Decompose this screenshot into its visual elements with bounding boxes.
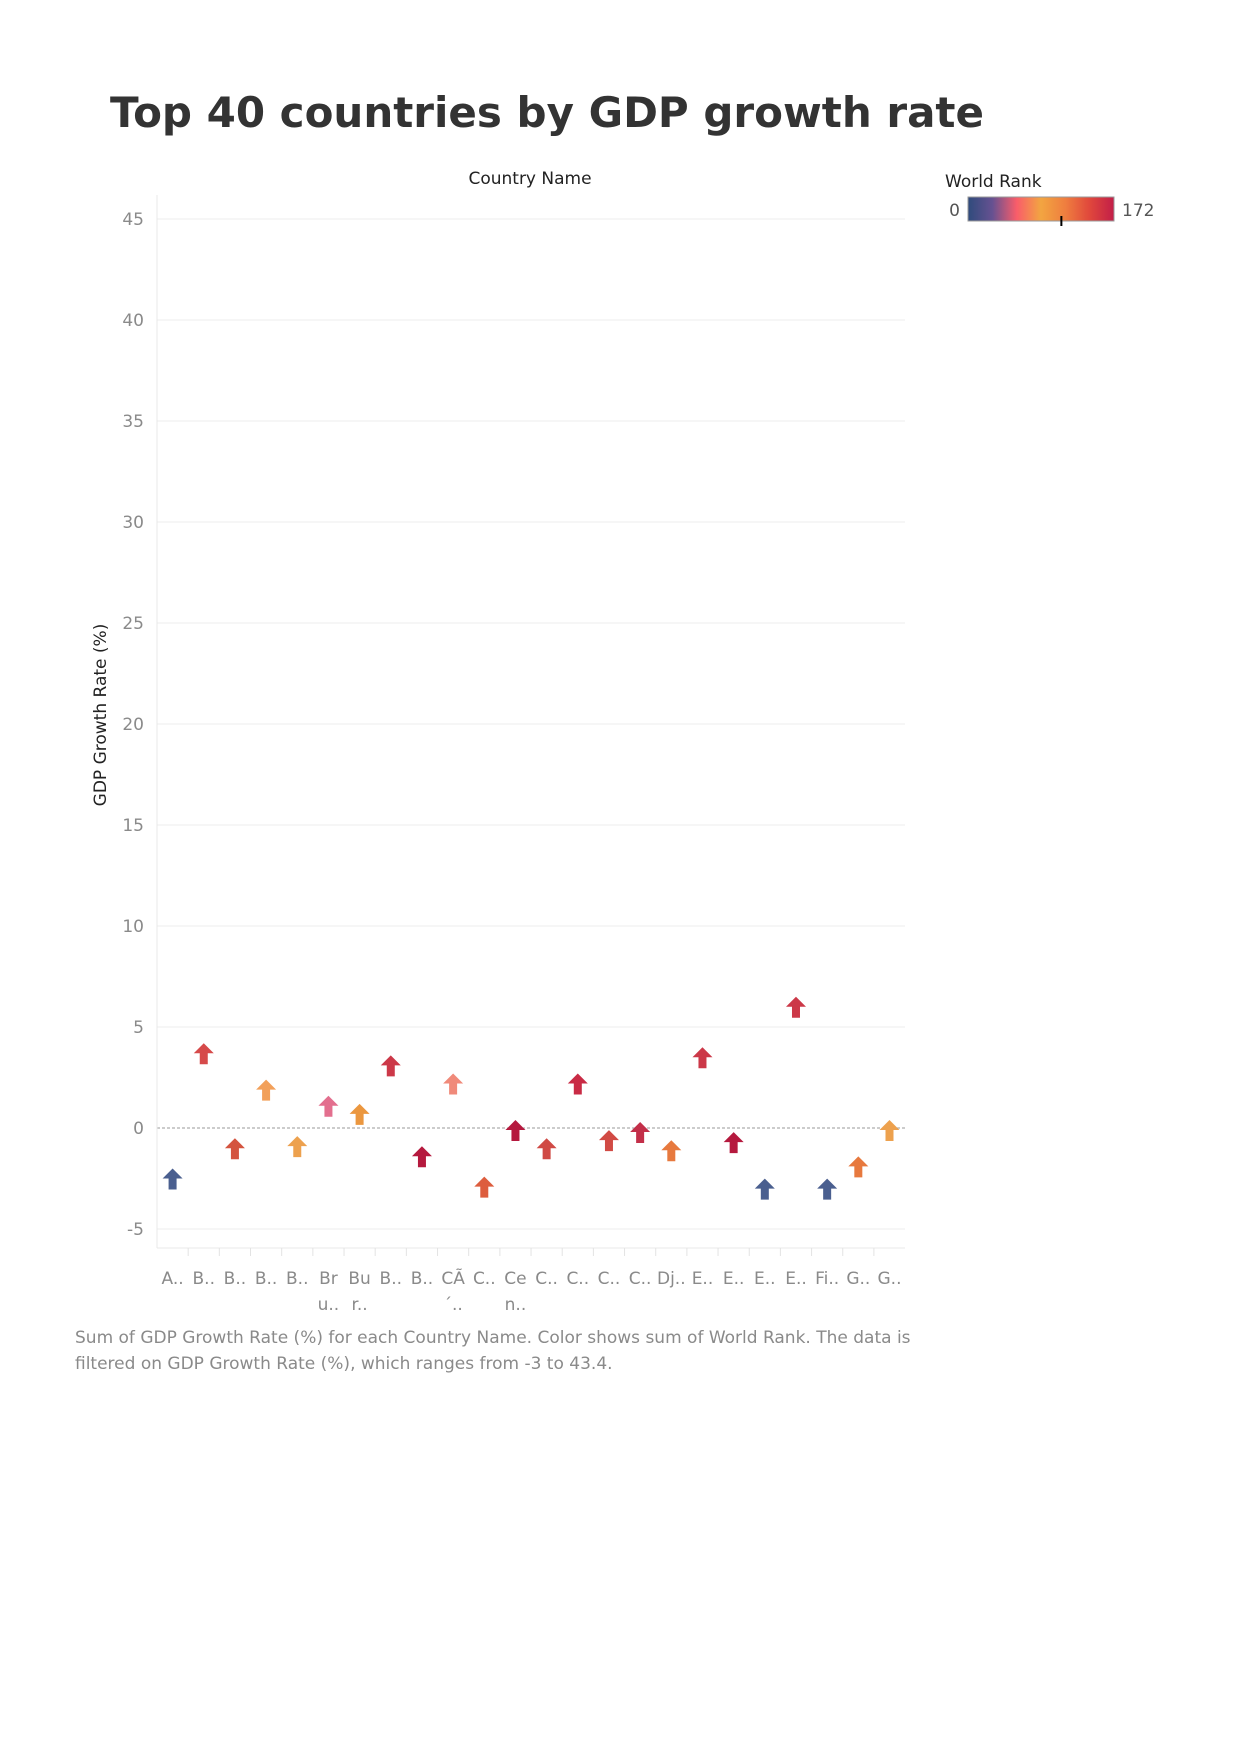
data-point-arrow[interactable] — [754, 1178, 775, 1200]
legend-min-label: 0 — [949, 201, 960, 221]
x-category-label: C.. — [629, 1269, 652, 1289]
legend-title: World Rank — [945, 172, 1042, 192]
x-category-label-line2: u.. — [318, 1295, 340, 1315]
data-point-arrow[interactable] — [598, 1130, 619, 1152]
x-category-label: E.. — [723, 1269, 745, 1289]
data-point-arrow[interactable] — [536, 1138, 557, 1160]
x-category-label: C.. — [535, 1269, 558, 1289]
data-point-arrow[interactable] — [879, 1120, 900, 1142]
x-axis-title: Country Name — [468, 169, 591, 189]
x-axis-categories: A.. B.. B.. B.. B.. Br u.. Bu r.. B.. B.. CÃ ´.. C.. C… — [162, 1267, 902, 1315]
y-tick-label: 25 — [122, 614, 144, 634]
x-category-label: E.. — [754, 1269, 776, 1289]
x-category-label: Dj.. — [657, 1269, 686, 1289]
y-axis-ticks: -5 0 5 10 15 20 25 30 35 40 45 — [122, 210, 144, 1240]
x-category-label: B.. — [224, 1269, 246, 1289]
x-category-label: B.. — [380, 1269, 402, 1289]
data-point-arrow[interactable] — [318, 1095, 339, 1117]
data-point-arrow[interactable] — [723, 1132, 744, 1154]
data-point-arrow[interactable] — [630, 1122, 651, 1144]
x-category-label: Bu — [348, 1269, 370, 1289]
data-point-arrow[interactable] — [505, 1120, 526, 1142]
y-tick-label: 30 — [122, 513, 144, 533]
data-point-arrow[interactable] — [224, 1138, 245, 1160]
data-point-arrow[interactable] — [411, 1146, 432, 1168]
data-point-arrow[interactable] — [193, 1043, 214, 1065]
legend-color-bar — [967, 196, 1115, 222]
x-category-label: G.. — [846, 1269, 870, 1289]
x-category-label: CÃ — [441, 1267, 465, 1289]
y-axis-title: GDP Growth Rate (%) — [91, 624, 111, 807]
y-tick-label: -5 — [127, 1220, 144, 1240]
x-category-label: A.. — [162, 1269, 184, 1289]
data-point-arrow[interactable] — [817, 1178, 838, 1200]
data-point-arrow[interactable] — [474, 1176, 495, 1198]
chart: -5 0 5 10 15 20 25 30 35 40 45 A.. B.. B.. B.. B.. Br u.… — [91, 169, 1154, 1315]
x-category-label-line2: r.. — [351, 1295, 367, 1315]
x-category-label-line2: ´.. — [443, 1295, 462, 1315]
y-tick-label: 20 — [122, 715, 144, 735]
page-title: Top 40 countries by GDP growth rate — [110, 88, 984, 137]
x-category-label: Br — [319, 1269, 338, 1289]
data-point-arrow[interactable] — [162, 1168, 183, 1190]
x-category-label: C.. — [598, 1269, 621, 1289]
x-category-label: B.. — [411, 1269, 433, 1289]
data-point-arrow[interactable] — [443, 1073, 464, 1095]
x-category-label: B.. — [193, 1269, 215, 1289]
x-category-label: G.. — [878, 1269, 902, 1289]
x-category-label: C.. — [566, 1269, 589, 1289]
gridlines — [156, 195, 905, 1256]
data-marks — [162, 996, 900, 1200]
y-tick-label: 45 — [122, 210, 144, 230]
x-category-label: E.. — [692, 1269, 714, 1289]
x-category-label: B.. — [255, 1269, 277, 1289]
data-point-arrow[interactable] — [692, 1047, 713, 1069]
data-point-arrow[interactable] — [848, 1156, 869, 1178]
y-tick-label: 35 — [122, 412, 144, 432]
y-tick-label: 5 — [133, 1018, 144, 1038]
y-tick-label: 0 — [133, 1119, 144, 1139]
data-point-arrow[interactable] — [785, 996, 806, 1018]
data-point-arrow[interactable] — [661, 1140, 682, 1162]
color-legend: World Rank 0 172 — [945, 172, 1154, 226]
data-point-arrow[interactable] — [380, 1055, 401, 1077]
legend-max-label: 172 — [1122, 201, 1154, 221]
x-category-label: B.. — [286, 1269, 308, 1289]
x-category-label: C.. — [473, 1269, 496, 1289]
y-tick-label: 40 — [122, 311, 144, 331]
data-point-arrow[interactable] — [287, 1136, 308, 1158]
data-point-arrow[interactable] — [349, 1103, 370, 1125]
data-point-arrow[interactable] — [256, 1079, 277, 1101]
x-category-label: Ce — [504, 1269, 526, 1289]
x-category-label-line2: n.. — [505, 1295, 527, 1315]
y-tick-label: 10 — [122, 917, 144, 937]
chart-caption: Sum of GDP Growth Rate (%) for each Coun… — [75, 1328, 911, 1374]
x-category-label: E.. — [785, 1269, 807, 1289]
x-category-label: Fi.. — [815, 1269, 839, 1289]
y-tick-label: 15 — [122, 816, 144, 836]
data-point-arrow[interactable] — [567, 1073, 588, 1095]
